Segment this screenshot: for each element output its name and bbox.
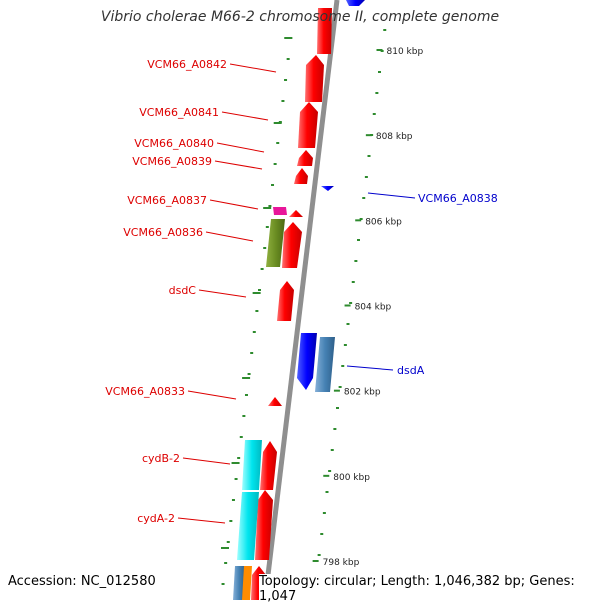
gene-arrow[interactable] xyxy=(317,8,332,54)
gene-arrow[interactable] xyxy=(305,55,324,102)
cog-block[interactable] xyxy=(237,492,259,560)
gene-arrow[interactable] xyxy=(298,102,318,148)
label-leader xyxy=(177,517,226,524)
kbp-label: 810 kbp xyxy=(387,47,424,57)
cog-block[interactable] xyxy=(315,337,335,392)
gene-arrow[interactable] xyxy=(346,0,365,6)
gene-label-forward[interactable]: VCM66_A0839 xyxy=(132,155,212,168)
kbp-label: 808 kbp xyxy=(376,132,413,142)
label-leader xyxy=(221,111,269,121)
gene-arrow[interactable] xyxy=(282,222,302,268)
label-leader xyxy=(367,192,416,199)
cog-block[interactable] xyxy=(242,566,252,600)
chromosome-backbone xyxy=(262,0,340,600)
gene-label-forward[interactable]: VCM66_A0840 xyxy=(134,137,214,150)
accession-text: Accession: NC_012580 xyxy=(8,574,156,589)
cog-block[interactable] xyxy=(273,207,287,215)
label-leader xyxy=(198,289,247,298)
kbp-label: 798 kbp xyxy=(323,558,360,568)
tick-marks xyxy=(221,29,387,598)
gene-arrow[interactable] xyxy=(268,397,282,406)
cog-block[interactable] xyxy=(233,566,245,600)
gene-arrow[interactable] xyxy=(321,186,334,191)
gene-features xyxy=(233,0,365,600)
gene-label-reverse[interactable]: VCM66_A0838 xyxy=(418,192,498,205)
gene-label-forward[interactable]: VCM66_A0842 xyxy=(147,58,227,71)
label-leader xyxy=(216,142,265,153)
map-title: Vibrio cholerae M66-2 chromosome II, com… xyxy=(100,9,500,25)
label-leader xyxy=(346,365,394,371)
gene-label-reverse[interactable]: dsdA xyxy=(397,364,425,377)
gene-label-forward[interactable]: VCM66_A0837 xyxy=(127,194,207,207)
kbp-label: 802 kbp xyxy=(344,388,381,398)
label-leader xyxy=(229,63,277,73)
gene-arrow[interactable] xyxy=(260,441,277,490)
label-leader xyxy=(187,390,237,400)
kbp-label: 804 kbp xyxy=(355,303,392,313)
gene-arrow[interactable] xyxy=(294,168,308,184)
genome-stats-text: Topology: circular; Length: 1,046,382 bp… xyxy=(259,574,600,604)
gene-label-forward[interactable]: cydA-2 xyxy=(137,512,175,525)
kbp-label: 800 kbp xyxy=(333,473,370,483)
gene-label-forward[interactable]: VCM66_A0841 xyxy=(139,106,219,119)
label-leader xyxy=(209,199,259,210)
gene-arrow[interactable] xyxy=(297,333,317,390)
kbp-label: 806 kbp xyxy=(365,217,402,227)
kbp-scale: 810 kbp 808 kbp 806 kbp 804 kbp 802 kbp 800 k… xyxy=(312,47,424,568)
label-leader xyxy=(214,160,263,170)
gene-label-forward[interactable]: VCM66_A0836 xyxy=(123,226,203,239)
label-leader xyxy=(205,231,254,242)
gene-label-forward[interactable]: VCM66_A0833 xyxy=(105,385,185,398)
gene-arrow[interactable] xyxy=(289,210,303,217)
cog-block[interactable] xyxy=(242,440,262,490)
gene-label-forward[interactable]: dsdC xyxy=(169,284,197,297)
gene-label-forward[interactable]: cydB-2 xyxy=(142,452,180,465)
cog-block[interactable] xyxy=(266,219,285,267)
gene-arrow[interactable] xyxy=(297,150,313,166)
gene-arrow[interactable] xyxy=(277,281,294,321)
gene-labels: VCM66_A0842 VCM66_A0841 VCM66_A0840 VCM6… xyxy=(105,58,497,525)
label-leader xyxy=(182,457,231,465)
gene-arrow[interactable] xyxy=(255,490,273,560)
